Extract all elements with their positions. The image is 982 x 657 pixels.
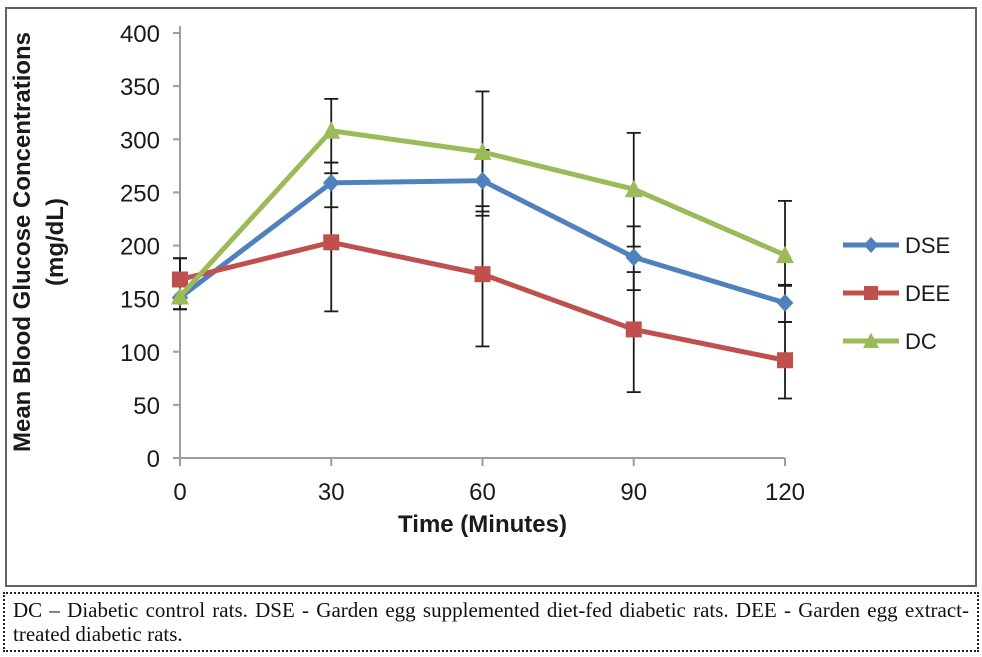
diamond-marker-icon	[776, 293, 794, 312]
x-tick-label: 90	[620, 479, 647, 506]
legend-item-dee: DEE	[843, 281, 950, 306]
square-marker-icon	[474, 266, 491, 283]
triangle-marker-icon	[473, 142, 492, 160]
square-marker-icon	[625, 321, 642, 338]
x-tick-label: 60	[469, 479, 496, 506]
series-dc	[171, 121, 794, 305]
diamond-marker-icon	[474, 171, 491, 190]
series-dse	[171, 171, 794, 312]
legend-diamond-marker-icon	[863, 237, 879, 253]
diamond-marker-icon	[625, 248, 643, 267]
x-tick-labels: 0 30 60 90 120	[173, 479, 805, 506]
legend-label-dc: DC	[905, 329, 937, 354]
y-tick-label: 0	[147, 446, 160, 473]
y-tick-label: 150	[120, 287, 160, 314]
square-marker-icon	[777, 352, 793, 369]
caption-box: DC – Diabetic control rats. DSE - Garden…	[3, 592, 979, 652]
x-tick-label: 120	[765, 479, 805, 506]
diamond-marker-icon	[322, 173, 340, 192]
legend-item-dc: DC	[843, 329, 937, 354]
y-tick-label: 200	[120, 234, 160, 261]
y-axis-title-line1: Mean Blood Glucose Concentrations	[9, 32, 36, 452]
legend-item-dse: DSE	[843, 233, 950, 258]
square-marker-icon	[172, 271, 188, 288]
chart-frame	[5, 7, 977, 587]
y-axis-title-line2: (mg/dL)	[42, 198, 69, 286]
triangle-marker-icon	[624, 179, 643, 198]
legend-label-dse: DSE	[905, 233, 950, 258]
caption-text: DC – Diabetic control rats. DSE - Garden…	[13, 598, 969, 647]
triangle-marker-icon	[322, 121, 341, 139]
y-tick-label: 250	[120, 180, 160, 207]
y-tick-label: 350	[120, 74, 160, 101]
x-tick-label: 0	[173, 479, 186, 506]
y-tick-label: 50	[133, 393, 160, 420]
square-marker-icon	[323, 234, 340, 251]
y-tick-label: 100	[120, 340, 160, 367]
triangle-marker-icon	[776, 245, 794, 264]
series-dee	[172, 234, 793, 369]
blood-glucose-line-chart: 0 50 100 150 200 250 300 350 400 0 30 60 90 120 Time (…	[9, 21, 950, 538]
x-axis-title: Time (Minutes)	[398, 511, 567, 538]
legend-square-marker-icon	[864, 286, 878, 300]
y-tick-label: 300	[120, 127, 160, 154]
error-bars	[173, 90, 792, 400]
legend: DSE DEE DC	[843, 233, 950, 354]
x-tick-label: 30	[318, 479, 345, 506]
legend-triangle-marker-icon	[863, 332, 879, 348]
y-tick-label: 400	[120, 21, 160, 48]
axes	[173, 26, 786, 466]
legend-label-dee: DEE	[905, 281, 950, 306]
y-tick-labels: 0 50 100 150 200 250 300 350 400	[120, 21, 160, 473]
triangle-marker-icon	[171, 287, 189, 305]
